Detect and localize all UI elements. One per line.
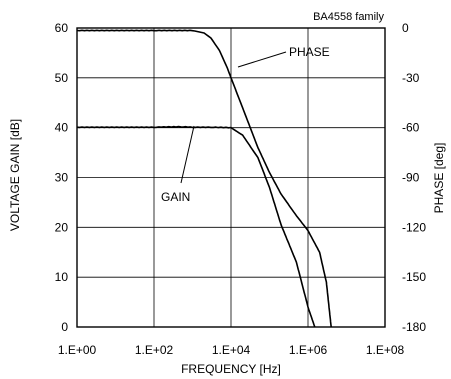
right-y-tick-label: -180 (402, 320, 426, 334)
right-y-tick-label: 0 (402, 21, 409, 35)
left-y-tick-label: 40 (55, 121, 69, 135)
series-layer (76, 29, 332, 328)
right-y-tick-label: -90 (402, 171, 420, 185)
right-y-tick-label: -30 (402, 71, 420, 85)
x-tick-label: 1.E+02 (135, 343, 174, 357)
plot-frame (76, 27, 386, 328)
x-axis-label: FREQUENCY [Hz] (181, 362, 281, 376)
phase-series-label: PHASE (289, 45, 330, 59)
left-y-tick-label: 30 (55, 171, 69, 185)
left-y-tick-labels: 0 10 20 30 40 50 60 (55, 21, 69, 334)
right-y-tick-labels: 0 -30 -60 -90 -120 -150 -180 (402, 21, 426, 334)
x-tick-label: 1.E+00 (58, 343, 97, 357)
right-y-tick-label: -120 (402, 220, 426, 234)
left-y-tick-label: 50 (55, 71, 69, 85)
left-y-tick-label: 10 (55, 270, 69, 284)
left-y-tick-label: 60 (55, 21, 69, 35)
left-y-tick-label: 0 (61, 320, 68, 334)
right-y-axis-label: PHASE [deg] (432, 143, 446, 214)
family-annotation: BA4558 family (313, 11, 384, 23)
gain-leader-line (180, 125, 195, 184)
series-line-phase (76, 29, 332, 328)
series-callouts: PHASE GAIN (161, 45, 330, 204)
x-tick-label: 1.E+06 (289, 343, 328, 357)
phase-leader-line (237, 51, 287, 68)
x-tick-label: 1.E+04 (212, 343, 251, 357)
gain-series-label: GAIN (161, 190, 190, 204)
right-y-tick-label: -60 (402, 121, 420, 135)
right-y-tick-label: -150 (402, 270, 426, 284)
left-y-axis-label: VOLTAGE GAIN [dB] (8, 119, 22, 231)
x-tick-labels: 1.E+00 1.E+02 1.E+04 1.E+06 1.E+08 (58, 343, 405, 357)
grid-lines (76, 27, 386, 328)
series-line-gain (76, 125, 316, 328)
x-tick-label: 1.E+08 (366, 343, 405, 357)
left-y-tick-label: 20 (55, 220, 69, 234)
